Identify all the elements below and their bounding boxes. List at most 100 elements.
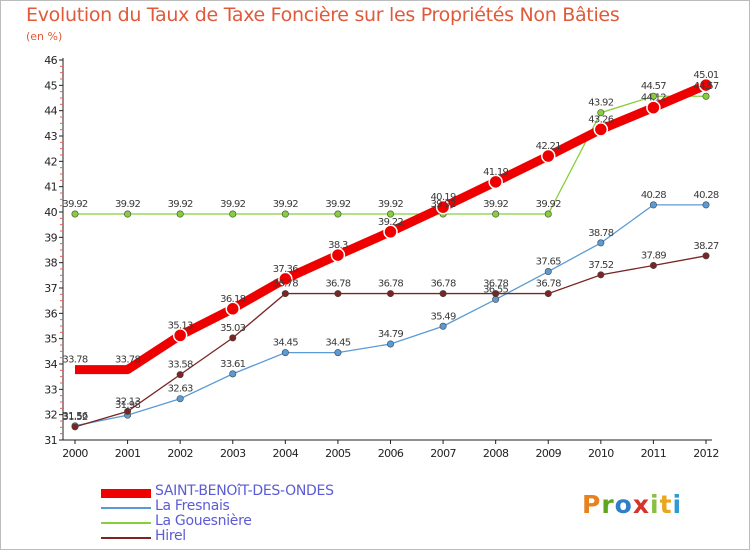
data-point (544, 268, 552, 276)
data-point (593, 122, 609, 137)
data-point (229, 210, 237, 218)
data-point (386, 340, 394, 348)
data-point (176, 371, 184, 379)
data-point (649, 261, 657, 269)
data-label: 32.63 (168, 384, 193, 395)
y-tick-label: 42 (44, 155, 57, 168)
data-label: 31.56 (62, 411, 87, 422)
data-point (176, 210, 184, 218)
y-tick-label: 36 (44, 307, 57, 320)
data-label: 36.78 (431, 279, 456, 290)
y-tick-label: 32 (44, 409, 57, 422)
y-tick-label: 31 (44, 434, 57, 447)
y-tick-label: 45 (44, 79, 57, 92)
data-label: 42.21 (536, 141, 561, 152)
data-label: 36.55 (483, 284, 508, 295)
data-label: 39.92 (168, 199, 193, 210)
data-label: 41.19 (483, 167, 508, 178)
data-label: 36.78 (536, 279, 561, 290)
data-point (281, 290, 289, 298)
data-point (124, 210, 132, 218)
data-label: 35.49 (431, 311, 456, 322)
data-label: 40.28 (641, 190, 666, 201)
data-label: 33.78 (115, 355, 140, 366)
data-label: 39.92 (220, 199, 245, 210)
legend-swatch (101, 507, 151, 509)
data-point (281, 210, 289, 218)
legend-label: Hirel (155, 528, 186, 544)
data-label: 39.92 (431, 199, 456, 210)
data-point (330, 247, 346, 263)
data-point (597, 271, 605, 279)
data-point (229, 334, 237, 342)
data-point (597, 239, 605, 247)
data-label: 45.01 (693, 70, 718, 81)
data-point (383, 224, 398, 240)
data-label: 37.36 (273, 264, 298, 275)
data-label: 39.92 (536, 199, 561, 210)
legend-label: La Gouesnière (155, 513, 252, 529)
data-point (597, 109, 605, 117)
data-label: 36.78 (378, 279, 403, 290)
logo-letter: t (659, 490, 673, 519)
data-point (646, 100, 661, 115)
x-tick-label: 2005 (325, 447, 351, 460)
logo-letter: P (582, 490, 602, 519)
data-point (439, 322, 447, 330)
data-label: 35.13 (168, 320, 193, 331)
data-label: 44.12 (641, 93, 666, 104)
data-label: 44.57 (641, 81, 666, 92)
x-tick-label: 2004 (273, 447, 299, 460)
data-label: 31.52 (62, 412, 87, 423)
data-point (435, 199, 451, 215)
y-tick-label: 34 (44, 358, 57, 371)
data-label: 39.22 (378, 217, 403, 228)
data-label: 39.92 (115, 199, 140, 210)
data-label: 40.28 (693, 190, 718, 201)
data-label: 43.92 (588, 98, 613, 109)
legend-swatch (101, 488, 151, 498)
data-point (702, 201, 710, 209)
data-point (492, 295, 500, 303)
data-label: 35.03 (220, 323, 245, 334)
data-point (229, 370, 237, 378)
y-tick-label: 38 (44, 257, 57, 270)
data-point (492, 290, 500, 298)
x-tick-label: 2003 (220, 447, 246, 460)
data-point (541, 148, 556, 164)
x-tick-label: 2011 (641, 447, 667, 460)
data-label: 37.52 (588, 260, 613, 271)
y-tick-label: 46 (44, 54, 57, 67)
y-tick-label: 40 (44, 206, 57, 219)
x-tick-label: 2012 (693, 447, 719, 460)
data-label: 31.98 (115, 400, 140, 411)
data-point (71, 423, 79, 431)
data-point (439, 290, 447, 298)
data-point (702, 252, 710, 260)
data-label: 36.78 (325, 279, 350, 290)
data-label: 39.92 (62, 199, 87, 210)
data-label: 36.78 (483, 279, 508, 290)
data-label: 36.18 (220, 294, 245, 305)
data-label: 33.58 (168, 360, 193, 371)
legend-label: La Fresnais (155, 498, 230, 514)
data-label: 43.26 (588, 114, 613, 125)
data-label: 34.79 (378, 329, 403, 340)
data-label: 34.45 (273, 338, 298, 349)
data-point (649, 201, 657, 209)
x-tick-label: 2007 (430, 447, 456, 460)
data-point (488, 174, 503, 190)
y-tick-label: 39 (44, 231, 57, 244)
data-point (71, 210, 79, 218)
data-point (334, 210, 342, 218)
data-point (698, 77, 714, 93)
x-tick-label: 2008 (483, 447, 509, 460)
data-label: 39.92 (483, 199, 508, 210)
x-tick-label: 2009 (535, 447, 561, 460)
chart-unit-label: (en %) (26, 30, 63, 43)
data-point (386, 210, 394, 218)
data-label: 32.13 (115, 396, 140, 407)
proxiti-logo: Proxiti (582, 490, 682, 519)
data-label: 33.78 (62, 355, 87, 366)
